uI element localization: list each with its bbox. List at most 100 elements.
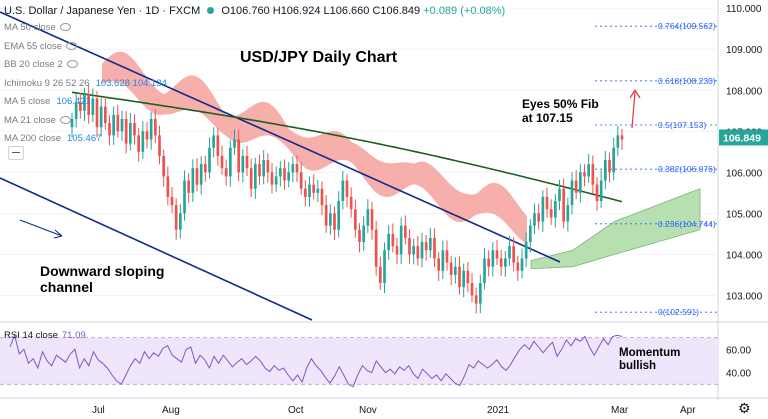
- candle-body: [574, 180, 578, 193]
- ma200-line: [71, 91, 623, 203]
- y-tick-label: 103.000: [726, 291, 763, 302]
- indicator-row[interactable]: Ichimoku 9 26 52 26 103.628 104.134: [4, 78, 167, 89]
- indicator-row[interactable]: MA 50 close: [4, 22, 71, 33]
- candle-body: [320, 188, 324, 206]
- ma200-path: [71, 91, 623, 203]
- candle-body: [337, 201, 341, 230]
- y-tick-label: 106.000: [726, 168, 763, 179]
- cloud-bullish: [530, 188, 701, 270]
- candle-body: [224, 168, 228, 177]
- candle-body: [233, 139, 236, 148]
- candle-body: [570, 180, 574, 206]
- candle-body: [549, 209, 553, 218]
- candle-body: [203, 164, 207, 173]
- candle-body: [383, 250, 386, 284]
- channel-upper-line: [0, 11, 561, 263]
- candle-body: [487, 258, 491, 267]
- candle-body: [241, 155, 245, 173]
- candle-body: [328, 213, 332, 226]
- indicator-label: MA 50 close: [4, 22, 56, 33]
- candle-body: [424, 242, 428, 251]
- candle-body: [262, 160, 266, 177]
- gear-icon[interactable]: ⚙: [738, 401, 751, 417]
- candle-body: [95, 98, 99, 128]
- indicator-row[interactable]: MA 5 close 106.421: [4, 96, 91, 107]
- candle-body: [91, 98, 95, 115]
- cloud-bearish: [102, 51, 527, 245]
- candle-body: [537, 213, 541, 222]
- collapse-icon[interactable]: [8, 146, 24, 160]
- eye-icon[interactable]: [66, 41, 78, 50]
- candle-body: [128, 123, 132, 144]
- candle-body: [603, 160, 607, 181]
- fib-label: 0.382(106.076): [658, 164, 716, 174]
- candle-body: [99, 106, 103, 128]
- candle-body: [453, 266, 457, 275]
- candle-body: [378, 266, 382, 284]
- indicator-row[interactable]: BB 20 close 2: [4, 59, 78, 70]
- candle-body: [87, 94, 91, 115]
- fibonacci-levels: 0.764(109.562) 0.618(108.230) 0.5(107.153)…: [595, 21, 718, 317]
- eye-icon[interactable]: [59, 115, 71, 124]
- candle-body: [387, 233, 391, 251]
- eye-icon[interactable]: [66, 60, 78, 69]
- candle-body: [503, 258, 507, 267]
- candle-body: [566, 205, 570, 222]
- chart-title: USD/JPY Daily Chart: [240, 49, 398, 66]
- x-tick-label: Oct: [288, 405, 304, 416]
- x-tick-label: 2021: [487, 405, 510, 416]
- candle-body: [612, 147, 616, 173]
- candle-body: [74, 102, 78, 119]
- x-tick-label: Apr: [680, 405, 696, 416]
- rsi-label[interactable]: RSI 14 close: [4, 330, 58, 341]
- symbol-header: U.S. Dollar / Japanese Yen · 1D · FXCM O…: [4, 5, 505, 17]
- candle-body: [491, 250, 495, 267]
- candle-body: [478, 283, 482, 304]
- candle-body: [216, 135, 220, 156]
- candle-body: [303, 188, 307, 197]
- x-tick-label: Nov: [359, 405, 377, 416]
- y-tick-label: 104.000: [726, 250, 763, 261]
- candle-body: [162, 155, 166, 177]
- fib-label: 0.764(109.562): [658, 21, 716, 31]
- candle-body: [483, 258, 486, 284]
- candle-body: [474, 295, 478, 304]
- channel-arrow-head: [53, 229, 63, 239]
- channel-lower-line: [0, 177, 313, 321]
- candle-body: [333, 213, 336, 230]
- candle-body: [199, 164, 203, 185]
- candle-body: [124, 118, 128, 144]
- x-tick-label: Jul: [92, 405, 105, 416]
- candle-body: [558, 188, 561, 202]
- indicator-value: 106.421: [56, 96, 91, 107]
- candle-body: [428, 237, 432, 251]
- candle-body: [141, 131, 145, 152]
- indicator-row[interactable]: MA 200 close 105.467: [4, 133, 101, 144]
- candle-body: [324, 205, 328, 226]
- time-axis[interactable]: Jul Aug Oct Nov 2021 Mar Apr: [92, 405, 696, 416]
- eye-icon[interactable]: [59, 23, 71, 32]
- live-dot-icon: [207, 7, 215, 14]
- candle-body: [108, 123, 111, 136]
- symbol-label[interactable]: U.S. Dollar / Japanese Yen · 1D · FXCM: [4, 5, 201, 17]
- candlestick-series: [70, 85, 624, 314]
- indicator-row[interactable]: EMA 55 close: [4, 41, 78, 52]
- candle-body: [437, 258, 441, 271]
- indicator-row[interactable]: MA 21 close: [4, 115, 71, 126]
- candle-body: [587, 164, 591, 177]
- indicator-value: 105.467: [67, 133, 102, 144]
- candle-body: [133, 123, 136, 136]
- candle-body: [445, 250, 449, 263]
- candle-body: [253, 164, 257, 189]
- price-axis[interactable]: 103.000104.000105.000106.000107.000108.0…: [719, 4, 768, 302]
- candle-body: [278, 168, 282, 177]
- candle-body: [528, 225, 532, 243]
- candle-body: [187, 180, 191, 193]
- channel-note-line2: channel: [40, 279, 93, 295]
- candle-body: [145, 131, 149, 140]
- candle-body: [470, 283, 474, 296]
- candle-body: [358, 229, 361, 243]
- candle-body: [591, 164, 595, 185]
- indicator-label: MA 5 close: [4, 96, 51, 107]
